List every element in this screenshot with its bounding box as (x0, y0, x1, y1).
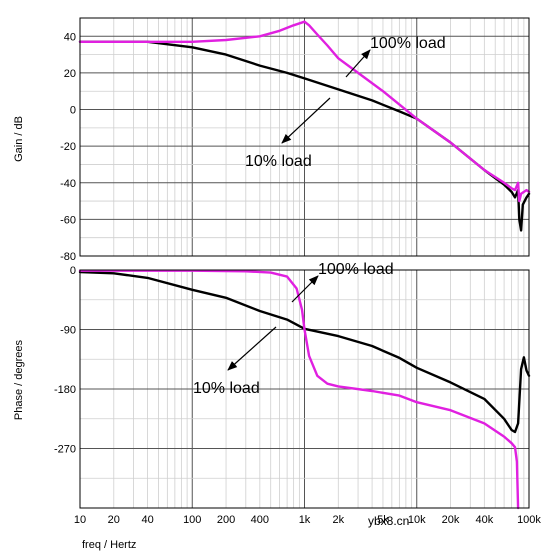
y-tick-label: 0 (70, 265, 76, 277)
gain-panel: -80 -60 -40 -20 0 20 40 (60, 17, 531, 263)
y-tick-label: -40 (60, 178, 76, 190)
x-tick-label: 400 (251, 514, 269, 526)
series-line-100-load (78, 269, 520, 510)
x-tick-label: 20 (108, 514, 120, 526)
annotation-phase-100-load: 100% load (291, 261, 394, 303)
y-tick-label: 0 (70, 105, 76, 117)
y-tick-label: -90 (60, 325, 76, 337)
gain-plot-frame (79, 17, 530, 257)
annotation-gain-100-load: 100% load (345, 35, 446, 78)
x-tick-label: 5k (377, 514, 389, 526)
x-tick-label: 1k (299, 514, 311, 526)
svg-text:10% load: 10% load (193, 380, 260, 397)
svg-text:100% load: 100% load (318, 261, 394, 278)
x-tick-label: 40 (141, 514, 153, 526)
y-tick-label: 20 (64, 68, 76, 80)
x-axis-label: freq / Hertz (82, 539, 136, 551)
watermark: ybx8.cn (368, 514, 409, 528)
y-tick-label: 40 (64, 31, 76, 43)
series-line-10-load (78, 270, 531, 434)
annotation-gain-10-load: 10% load (245, 97, 331, 170)
phase-y-axis-label: Phase / degrees (13, 339, 25, 420)
x-tick-label: 20k (442, 514, 460, 526)
y-tick-label: -270 (54, 444, 76, 456)
y-tick-label: -180 (54, 384, 76, 396)
phase-panel: 0 -90 -180 -270 10 20 40 100 200 400 1k 2k 5k 10k 20k… (54, 265, 541, 526)
svg-text:10% load: 10% load (245, 153, 312, 170)
series-line-100-load (78, 20, 531, 203)
x-tick-label: 10 (74, 514, 86, 526)
y-tick-label: -80 (60, 251, 76, 263)
gain-y-axis-label: Gain / dB (13, 116, 25, 162)
x-tick-label: 2k (332, 514, 344, 526)
x-tick-label: 10k (408, 514, 426, 526)
x-tick-label: 200 (217, 514, 235, 526)
svg-text:100% load: 100% load (370, 35, 446, 52)
x-tick-label: 100 (183, 514, 201, 526)
x-tick-label: 100k (517, 514, 541, 526)
y-tick-label: -60 (60, 214, 76, 226)
phase-plot-frame (79, 269, 530, 509)
annotation-phase-10-load: 10% load (193, 326, 277, 397)
x-tick-label: 40k (475, 514, 493, 526)
y-tick-label: -20 (60, 141, 76, 153)
